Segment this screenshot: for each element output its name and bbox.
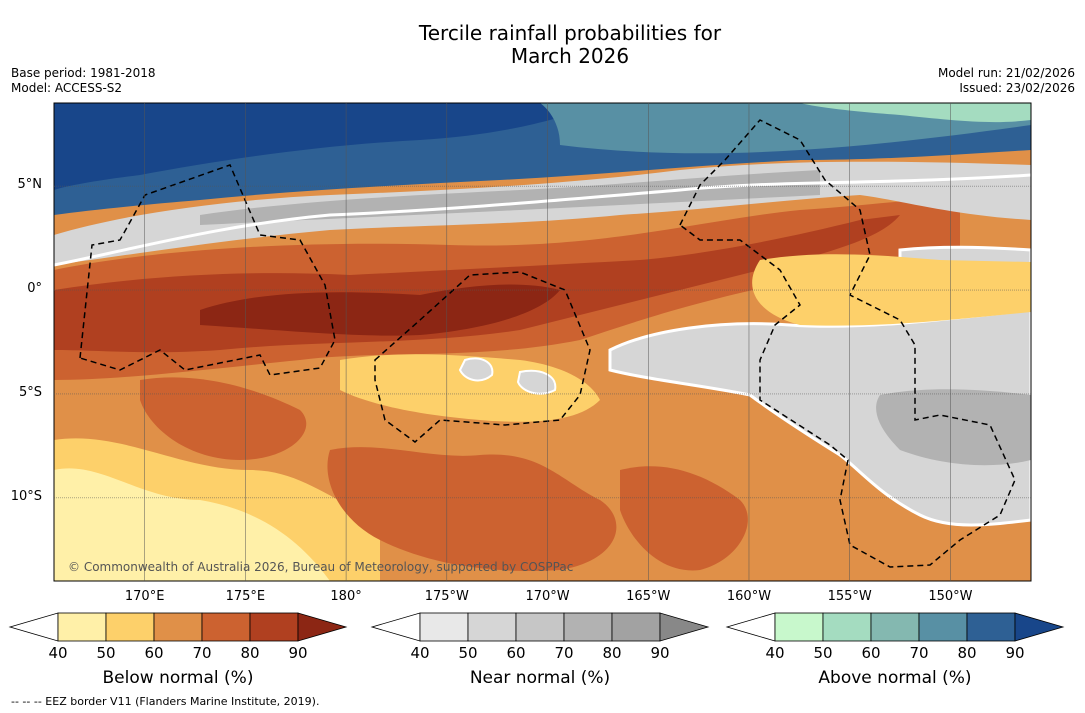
colorbar-tick-label: 60 <box>144 644 164 662</box>
colorbar-cell <box>870 612 920 642</box>
colorbar-cell <box>822 612 872 642</box>
lon-tick-label: 175°W <box>424 589 469 604</box>
issued-date: Issued: 23/02/2026 <box>959 81 1075 95</box>
colorbar-cell <box>201 612 251 642</box>
colorbar-max-arrow <box>297 612 348 642</box>
map-frame <box>53 102 1032 582</box>
colorbar-tick-label: 40 <box>48 644 68 662</box>
contour-north <box>54 173 1031 267</box>
colorbar-cell <box>419 612 469 642</box>
lon-tick-label: 170°W <box>525 589 570 604</box>
colorbar-tick-label: 60 <box>506 644 526 662</box>
eez-border-3 <box>679 119 1016 568</box>
lon-tick-label: 175°E <box>225 589 266 604</box>
colorbar-cell <box>249 612 299 642</box>
title-line-1: Tercile rainfall probabilities for <box>418 21 722 45</box>
colorbar-min-arrow <box>8 612 59 642</box>
lon-tick-label: 155°W <box>827 589 872 604</box>
colorbar-tick-label: 70 <box>554 644 574 662</box>
eez-footnote: -- -- -- EEZ border V11 (Flanders Marine… <box>11 695 320 708</box>
colorbar-tick-label: 50 <box>96 644 116 662</box>
colorbar-tick-label: 40 <box>765 644 785 662</box>
colorbar-min-arrow <box>725 612 776 642</box>
copyright-note: © Commonwealth of Australia 2026, Bureau… <box>68 560 573 574</box>
title-line-2: March 2026 <box>510 44 630 68</box>
graticule <box>54 103 1031 581</box>
model-name: Model: ACCESS-S2 <box>11 81 123 95</box>
field-near-70-north <box>200 170 820 225</box>
map-field <box>54 103 1031 581</box>
field-below-70-south <box>327 447 617 571</box>
colorbar-min-arrow <box>370 612 421 642</box>
model-run: Model run: 21/02/2026 <box>937 66 1075 80</box>
colorbar-tick-label: 50 <box>813 644 833 662</box>
lat-tick-label: 5°N <box>17 177 43 193</box>
colorbar-tick-label: 80 <box>240 644 260 662</box>
run-info: Model run: 21/02/2026 Issued: 23/02/2026 <box>938 66 1075 96</box>
chart-title: Tercile rainfall probabilities for March… <box>0 22 1085 68</box>
field-below-70-west <box>140 377 307 460</box>
colorbar-title: Above normal (%) <box>818 668 972 688</box>
lat-tick-label: 0° <box>27 281 42 297</box>
colorbar-tick-label: 90 <box>1005 644 1025 662</box>
colorbar-tick-label: 40 <box>410 644 430 662</box>
field-below-40-sw <box>54 468 330 581</box>
colorbar-tick-label: 90 <box>650 644 670 662</box>
colorbar-tick-label: 80 <box>957 644 977 662</box>
lon-tick-label: 150°W <box>928 589 973 604</box>
colorbar-cell <box>918 612 968 642</box>
lon-tick-label: 165°W <box>626 589 671 604</box>
colorbar-cell <box>611 612 661 642</box>
colorbar-tick-label: 80 <box>602 644 622 662</box>
field-near-patch-2 <box>516 370 557 395</box>
lat-tick-label: 5°S <box>18 384 42 400</box>
colorbar-cell <box>515 612 565 642</box>
colorbar-cell <box>563 612 613 642</box>
field-below-50-e <box>752 254 1031 326</box>
lat-tick-label: 10°S <box>10 488 42 504</box>
base-period: Base period: 1981-2018 <box>11 66 156 80</box>
colorbar-cell <box>105 612 155 642</box>
model-info: Base period: 1981-2018 Model: ACCESS-S2 <box>11 66 156 96</box>
field-below-70-south-2 <box>620 466 748 571</box>
colorbar-cell <box>467 612 517 642</box>
field-near-50-se <box>608 308 1031 527</box>
colorbar-max-arrow <box>1014 612 1065 642</box>
colorbar-tick-label: 70 <box>909 644 929 662</box>
lon-tick-label: 160°W <box>726 589 772 604</box>
colorbar-max-arrow <box>659 612 710 642</box>
field-above-90 <box>54 103 600 190</box>
colorbar-tick-label: 50 <box>458 644 478 662</box>
colorbar-tick-label: 60 <box>861 644 881 662</box>
field-above-50-ne <box>800 103 1031 123</box>
field-below-90-eq <box>200 284 560 336</box>
eez-border-2 <box>374 271 591 443</box>
colorbar-title: Near normal (%) <box>469 668 611 688</box>
field-near-patch-1 <box>458 357 494 382</box>
colorbar-tick-label: 70 <box>192 644 212 662</box>
colorbar-cell <box>966 612 1016 642</box>
lon-tick-label: 170°E <box>124 589 165 604</box>
colorbar-cell <box>153 612 203 642</box>
colorbar-tick-label: 90 <box>288 644 308 662</box>
colorbar-cell <box>774 612 824 642</box>
colorbar-title: Below normal (%) <box>102 668 254 688</box>
lon-tick-label: 180° <box>330 589 362 604</box>
colorbar-cell <box>57 612 107 642</box>
